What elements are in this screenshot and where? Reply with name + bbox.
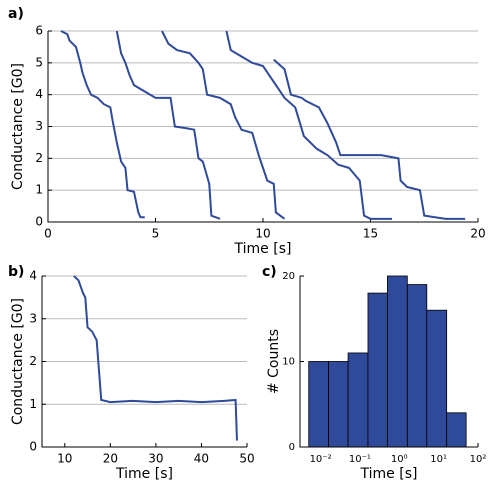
x-tick-label: 10: [57, 452, 72, 466]
x-tick-label: 10⁻¹: [349, 454, 371, 465]
y-tick-label: 3: [29, 311, 37, 325]
panel-label: b): [8, 264, 24, 280]
x-axis-label: Time [s]: [115, 466, 173, 482]
panel-label: c): [262, 264, 277, 280]
y-tick-label: 4: [35, 87, 43, 101]
bar: [308, 361, 330, 448]
y-tick-label: 1: [29, 397, 37, 411]
trace: [225, 30, 392, 220]
y-tick-label: 2: [35, 151, 43, 165]
x-tick-label: 40: [194, 452, 209, 466]
y-tick-label: 0: [289, 442, 295, 453]
y-tick-label: 3: [35, 119, 43, 133]
bar: [347, 352, 369, 448]
trace: [115, 30, 221, 220]
x-tick-label: 10⁰: [391, 454, 408, 465]
bar: [406, 284, 428, 448]
y-axis-label: # Counts: [266, 329, 282, 394]
bar: [387, 275, 408, 448]
y-tick-label: 1: [35, 183, 43, 197]
trace: [161, 30, 286, 220]
axes: [47, 31, 478, 223]
x-tick-label: 10¹: [430, 454, 447, 465]
x-tick-label: 10²: [470, 454, 487, 465]
x-tick-label: 15: [363, 227, 378, 241]
bar: [446, 412, 467, 448]
x-tick-label: 10: [255, 227, 270, 241]
y-tick-label: 0: [35, 215, 43, 229]
axes: [41, 276, 247, 448]
bar: [426, 309, 448, 448]
x-tick-label: 30: [148, 452, 163, 466]
trace: [60, 30, 145, 219]
trace: [73, 275, 238, 441]
x-tick-label: 10⁻²: [310, 454, 332, 465]
y-axis-label: Conductance [G0]: [10, 298, 26, 425]
y-tick-label: 4: [29, 269, 37, 283]
panel-label: a): [8, 6, 24, 22]
y-tick-label: 6: [35, 24, 43, 38]
y-tick-label: 2: [29, 354, 37, 368]
x-axis-label: Time [s]: [360, 466, 418, 482]
trace: [273, 58, 466, 220]
bar: [367, 292, 388, 448]
x-tick-label: 20: [470, 227, 485, 241]
axes: [299, 276, 478, 448]
y-tick-label: 5: [35, 55, 43, 69]
x-axis-label: Time [s]: [234, 241, 292, 257]
x-tick-label: 0: [44, 227, 52, 241]
x-tick-label: 50: [239, 452, 254, 466]
x-tick-label: 5: [152, 227, 160, 241]
x-tick-label: 20: [103, 452, 118, 466]
y-tick-label: 0: [29, 440, 37, 454]
bar: [328, 361, 349, 448]
y-tick-label: 20: [282, 271, 295, 282]
y-tick-label: 10: [282, 357, 295, 368]
y-axis-label: Conductance [G0]: [10, 63, 26, 190]
